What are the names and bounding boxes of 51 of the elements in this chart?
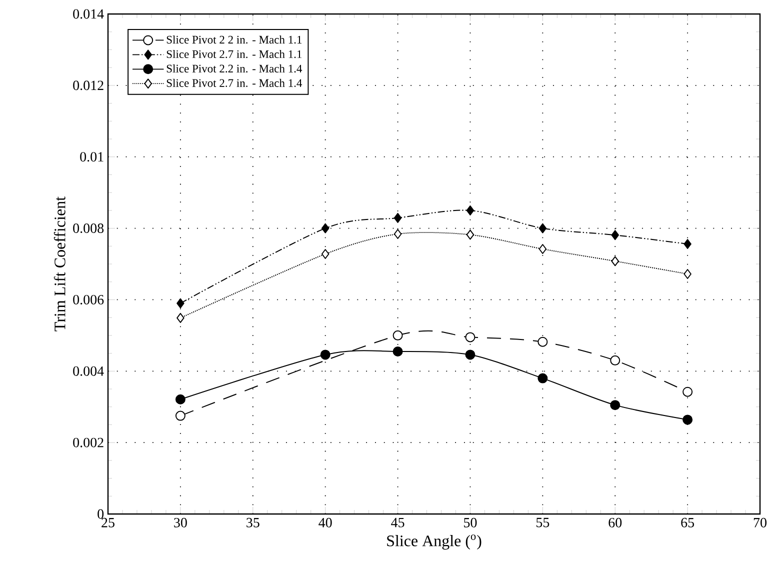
y-tick-label: 0.01 <box>80 152 104 162</box>
point <box>466 205 474 216</box>
point <box>611 256 619 266</box>
x-tick-label: 30 <box>174 518 187 528</box>
point <box>175 410 186 421</box>
y-axis-title: Trim Lift Coefficient <box>54 196 66 332</box>
y-tick-label: 0.014 <box>73 9 104 19</box>
legend-label: Slice Pivot 2 2 in. - Mach 1.1 <box>166 35 302 44</box>
point <box>610 400 620 410</box>
point <box>466 230 474 240</box>
point <box>465 350 476 360</box>
point <box>176 312 184 323</box>
point <box>538 244 547 254</box>
point <box>392 346 403 356</box>
point <box>320 350 330 360</box>
x-tick-label: 60 <box>608 518 622 528</box>
point <box>538 336 548 347</box>
x-tick-label: 70 <box>754 518 766 528</box>
point <box>682 414 693 425</box>
point <box>684 238 692 249</box>
point <box>394 228 402 239</box>
point <box>611 230 619 240</box>
point <box>538 373 548 384</box>
x-axis-title: Slice Angle ($^{o}$) <box>387 534 482 550</box>
x-tick-label: 40 <box>318 518 332 528</box>
point <box>176 298 184 308</box>
legend-label: Slice Pivot 2.7 in. - Mach 1.1 <box>166 50 302 58</box>
y-tick-label: 0.008 <box>73 224 104 234</box>
point <box>538 223 547 234</box>
x-tick-label: 45 <box>391 518 404 528</box>
x-tick-label: 25 <box>102 518 114 528</box>
x-tick-label: 65 <box>681 518 694 528</box>
point <box>392 330 403 340</box>
x-tick-label: 35 <box>246 518 260 528</box>
point <box>684 268 692 279</box>
y-tick-label: 0.006 <box>73 294 104 304</box>
x-tick-label: 55 <box>536 518 550 528</box>
y-tick-label: 0.012 <box>73 80 104 90</box>
point <box>321 223 330 234</box>
point <box>321 248 330 259</box>
point <box>465 332 476 342</box>
y-tick-label: 0.002 <box>73 438 104 448</box>
y-tick-label: 0 <box>98 509 104 519</box>
point <box>682 386 693 397</box>
point <box>610 355 620 366</box>
legend-label: Slice Pivot 2.2 in. - Mach 1.4 <box>166 64 302 73</box>
point <box>175 394 186 404</box>
y-tick-label: 0.004 <box>73 366 104 376</box>
legend-label: Slice Pivot 2.7 in. - Mach 1.4 <box>166 78 302 87</box>
x-tick-label: 50 <box>464 518 477 528</box>
point <box>394 212 402 223</box>
